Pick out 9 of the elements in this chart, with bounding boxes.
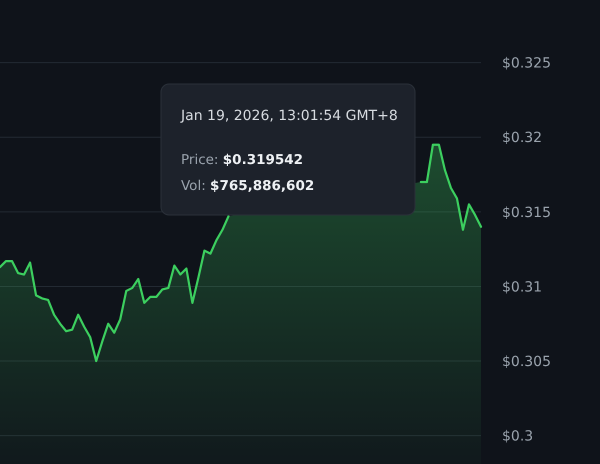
y-tick-label: $0.305 bbox=[502, 354, 551, 370]
y-tick-label: $0.31 bbox=[502, 279, 542, 296]
y-tick-label: $0.315 bbox=[502, 204, 551, 221]
y-tick-label: $0.32 bbox=[502, 130, 542, 146]
y-tick-label: $0.325 bbox=[502, 56, 551, 72]
annotation: Jan 19, 2026, 13:01:54 GMT+8 bbox=[180, 108, 398, 124]
annotation: Price: $0.319542 bbox=[181, 152, 304, 168]
y-tick-label: $0.3 bbox=[502, 428, 534, 445]
annotation: Vol: $765,886,602 bbox=[181, 178, 314, 194]
